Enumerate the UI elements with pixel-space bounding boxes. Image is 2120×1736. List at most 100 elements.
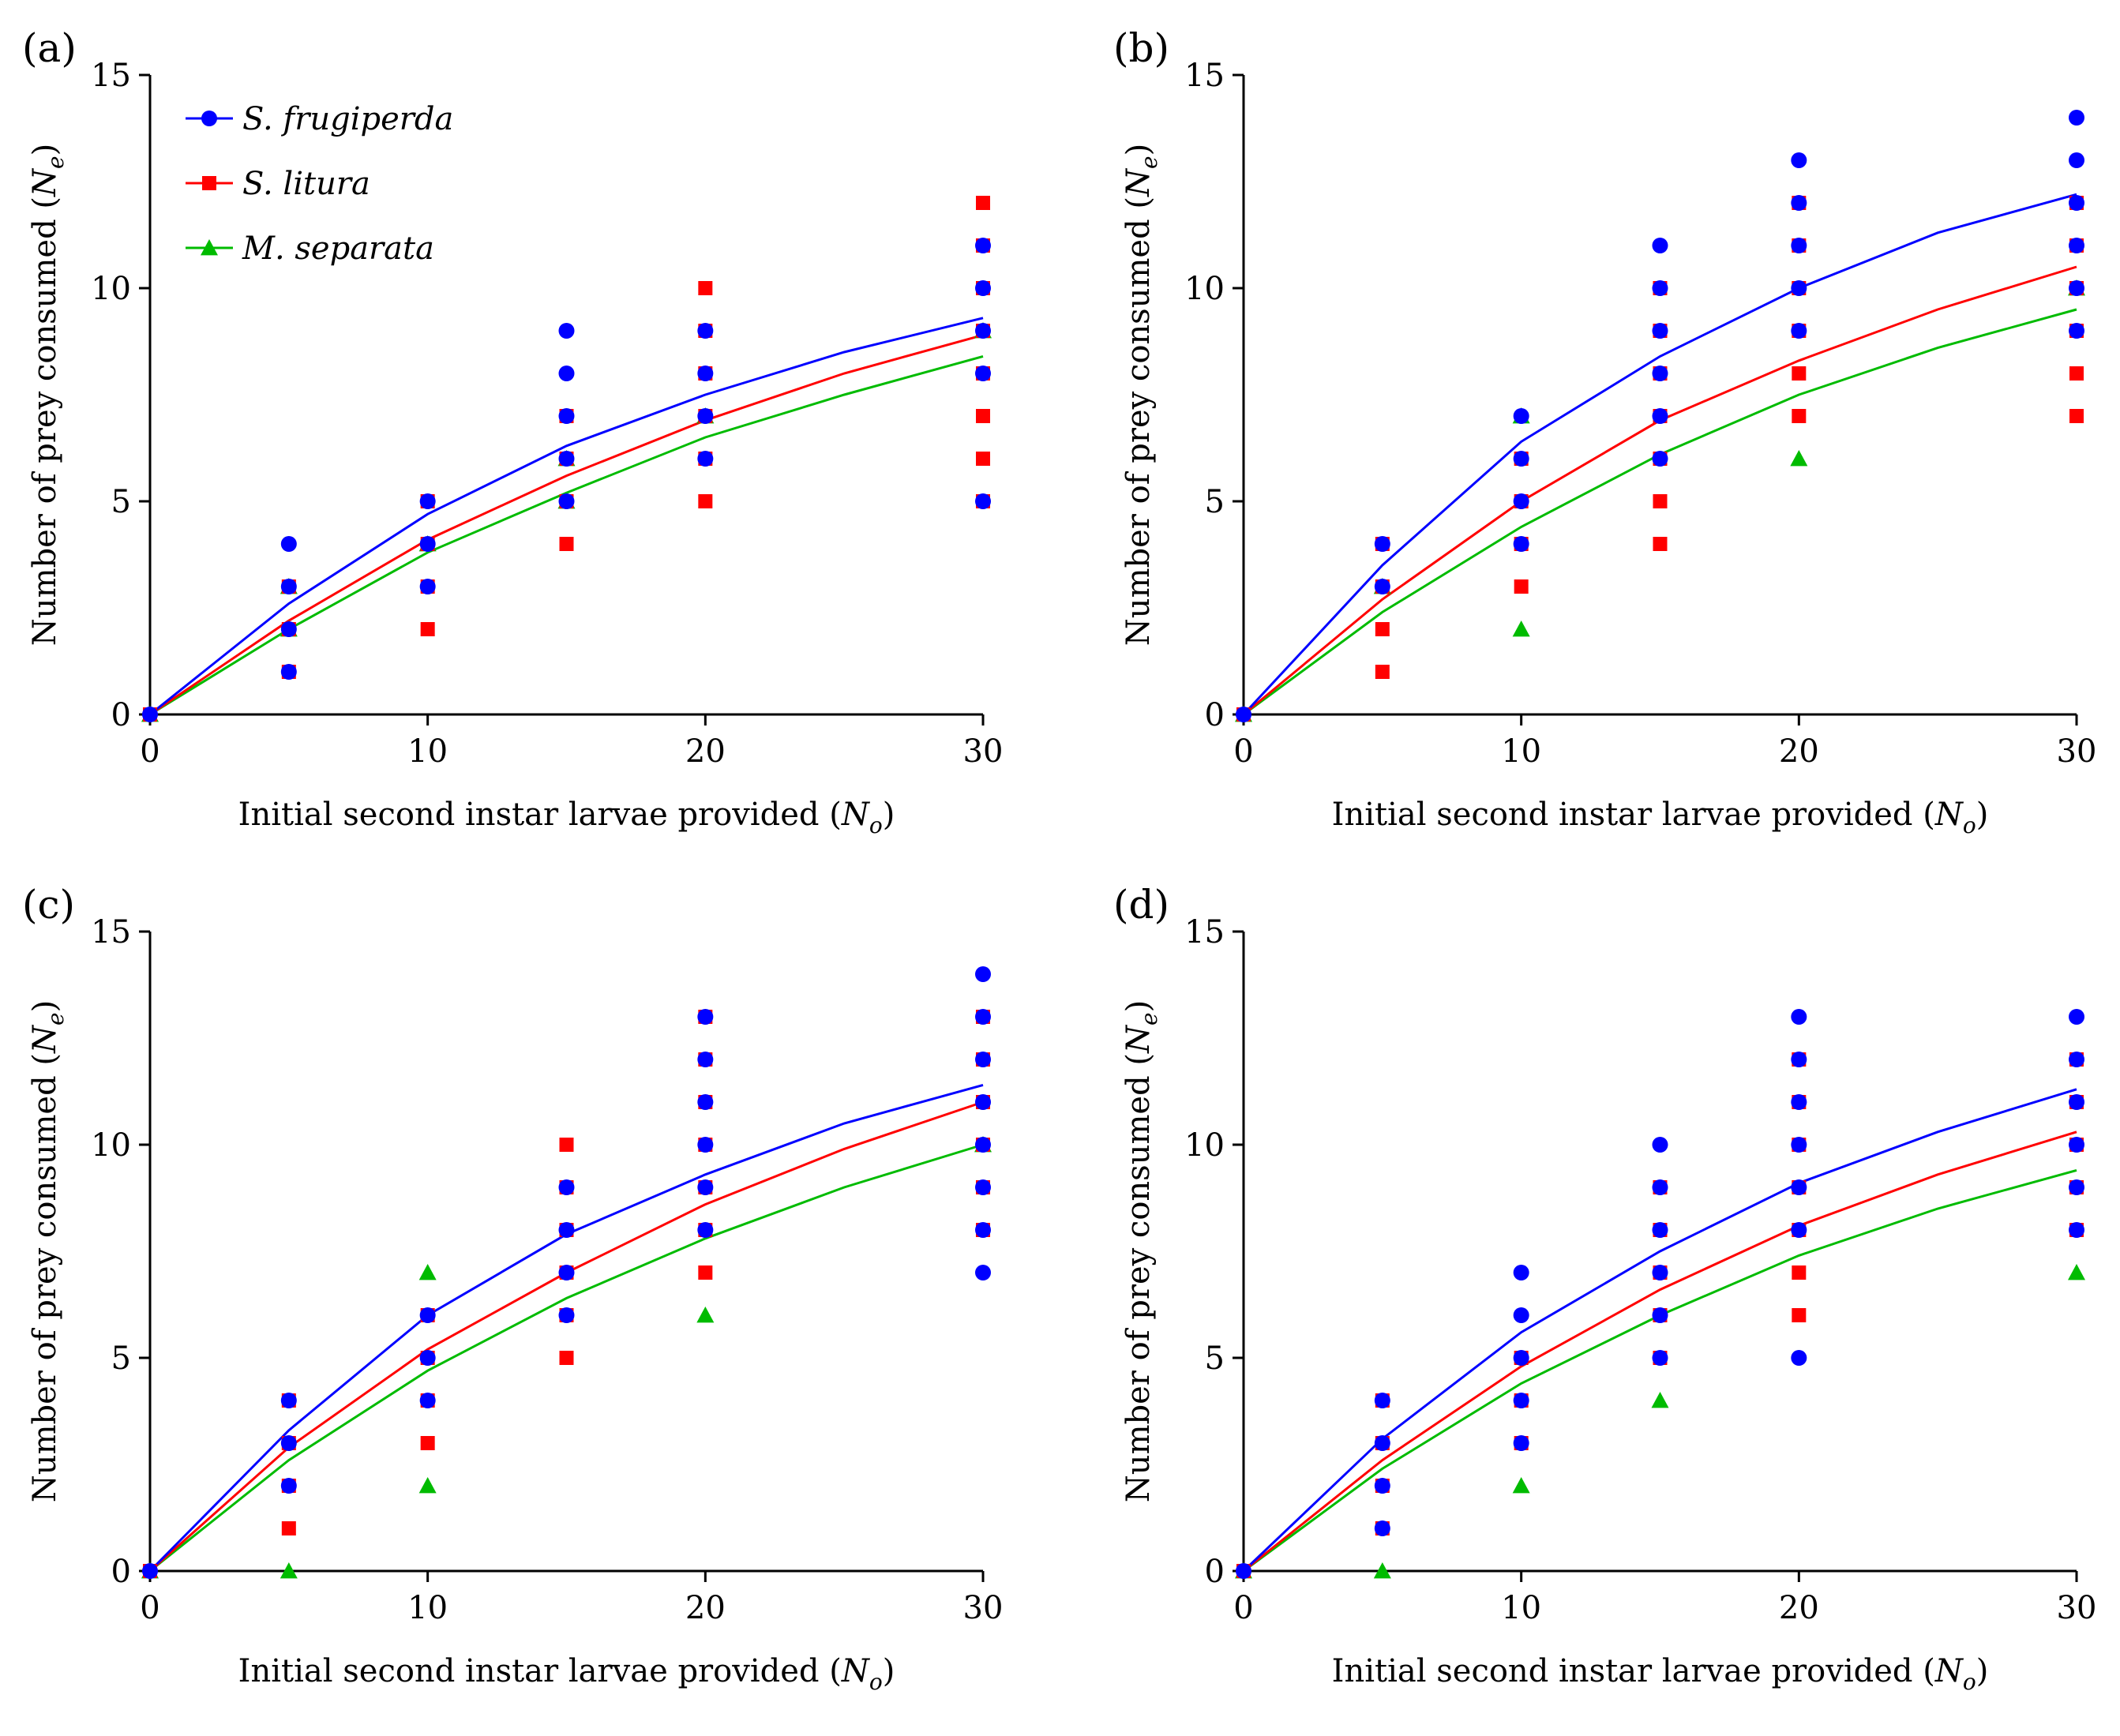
data-point-0 — [975, 1179, 991, 1195]
x-tick-label: 10 — [407, 1590, 448, 1626]
data-point-0 — [1791, 1179, 1807, 1195]
data-point-2 — [418, 1477, 437, 1494]
data-point-1 — [698, 1265, 713, 1280]
data-point-0 — [558, 1265, 575, 1280]
data-point-0 — [2069, 1009, 2084, 1025]
x-tick-label: 10 — [1501, 1590, 1541, 1626]
data-point-1 — [420, 1436, 435, 1450]
legend-marker-1 — [202, 176, 216, 190]
data-point-0 — [975, 1222, 991, 1238]
data-point-0 — [975, 1052, 991, 1067]
data-point-1 — [976, 452, 990, 466]
y-axis-title: Number of prey consumed (Ne) — [1120, 144, 1162, 646]
data-point-2 — [1373, 1562, 1391, 1579]
data-point-0 — [2069, 1052, 2084, 1067]
data-point-1 — [559, 537, 574, 551]
data-point-0 — [2069, 110, 2084, 126]
data-point-0 — [697, 366, 714, 381]
data-point-0 — [975, 1265, 991, 1280]
data-point-0 — [1652, 1222, 1668, 1238]
data-point-0 — [558, 451, 575, 467]
data-point-0 — [2069, 195, 2084, 211]
x-tick-label: 20 — [1779, 733, 1819, 770]
x-tick-label: 20 — [685, 733, 726, 770]
y-tick-label: 5 — [111, 484, 131, 520]
data-point-0 — [975, 323, 991, 339]
data-point-0 — [419, 1350, 436, 1366]
data-point-1 — [420, 622, 435, 636]
data-point-2 — [2068, 1264, 2085, 1280]
legend-label-1: S. litura — [242, 166, 370, 202]
data-point-0 — [1236, 1563, 1251, 1579]
data-point-0 — [2069, 1137, 2084, 1153]
panel-0: (a) 0 10 20 30 0 5 10 15 Initial second instar la… — [22, 25, 1003, 838]
y-tick-label: 0 — [1205, 697, 1225, 733]
data-point-0 — [2069, 1094, 2084, 1110]
x-axis-title: Initial second instar larvae provided (N… — [1332, 1653, 1989, 1695]
x-tick-label: 10 — [407, 733, 448, 770]
data-point-0 — [280, 621, 297, 637]
y-tick-label: 10 — [1184, 271, 1225, 307]
data-point-0 — [697, 1222, 714, 1238]
data-point-0 — [142, 1563, 158, 1579]
data-point-0 — [1791, 1222, 1807, 1238]
data-point-0 — [1652, 1137, 1668, 1153]
data-point-0 — [280, 1435, 297, 1451]
data-point-0 — [2069, 323, 2084, 339]
y-tick-label: 15 — [1184, 914, 1225, 950]
x-tick-label: 20 — [1779, 1590, 1819, 1626]
data-point-0 — [558, 323, 575, 339]
data-point-0 — [975, 1094, 991, 1110]
x-tick-label: 30 — [963, 1590, 1004, 1626]
data-point-0 — [142, 707, 158, 722]
x-axis-title: Initial second instar larvae provided (N… — [238, 797, 895, 838]
data-point-0 — [1236, 707, 1251, 722]
data-point-0 — [1652, 1179, 1668, 1195]
data-point-2 — [418, 1264, 437, 1280]
data-point-0 — [558, 1179, 575, 1195]
data-point-0 — [1374, 1435, 1390, 1451]
y-tick-label: 5 — [111, 1340, 131, 1377]
data-point-0 — [1791, 323, 1807, 339]
data-point-1 — [1792, 366, 1807, 381]
x-axis-title: Initial second instar larvae provided (N… — [238, 1653, 895, 1695]
panel-2: (c) 0 10 20 30 0 5 10 15 Initial second instar la… — [22, 882, 1003, 1695]
y-axis-title: Number of prey consumed (Ne) — [27, 144, 69, 646]
data-point-0 — [1652, 1265, 1668, 1280]
data-point-0 — [2069, 238, 2084, 253]
legend-label-0: S. frugiperda — [242, 101, 453, 137]
data-point-2 — [280, 1562, 298, 1579]
data-point-0 — [1374, 1478, 1390, 1494]
data-point-0 — [697, 1094, 714, 1110]
data-point-1 — [1653, 494, 1668, 508]
data-point-1 — [2069, 366, 2084, 381]
panel-1: (b) 0 10 20 30 0 5 10 15 Initial second instar la… — [1113, 25, 2096, 838]
data-point-0 — [280, 536, 297, 552]
data-point-0 — [558, 1222, 575, 1238]
data-point-2 — [1512, 621, 1530, 637]
data-point-0 — [558, 408, 575, 424]
x-tick-label: 0 — [1233, 733, 1253, 770]
data-point-0 — [1513, 493, 1529, 509]
data-point-0 — [975, 280, 991, 296]
data-point-0 — [1791, 1350, 1807, 1366]
y-tick-label: 0 — [1205, 1554, 1225, 1590]
y-tick-label: 10 — [1184, 1127, 1225, 1164]
data-point-0 — [1652, 408, 1668, 424]
data-point-0 — [280, 1478, 297, 1494]
fit-curve-2 — [149, 1143, 984, 1573]
data-point-0 — [1791, 238, 1807, 253]
y-axis-title: Number of prey consumed (Ne) — [27, 1000, 69, 1502]
fit-curve-1 — [1243, 1130, 2077, 1573]
data-point-0 — [1652, 280, 1668, 296]
data-point-0 — [558, 1307, 575, 1323]
data-point-0 — [697, 1137, 714, 1153]
data-point-0 — [697, 451, 714, 467]
data-point-0 — [1791, 152, 1807, 168]
legend-label-2: M. separata — [242, 231, 434, 267]
data-point-0 — [1513, 408, 1529, 424]
panel-letter: (c) — [22, 882, 75, 928]
x-tick-label: 0 — [140, 1590, 159, 1626]
data-point-0 — [1791, 195, 1807, 211]
